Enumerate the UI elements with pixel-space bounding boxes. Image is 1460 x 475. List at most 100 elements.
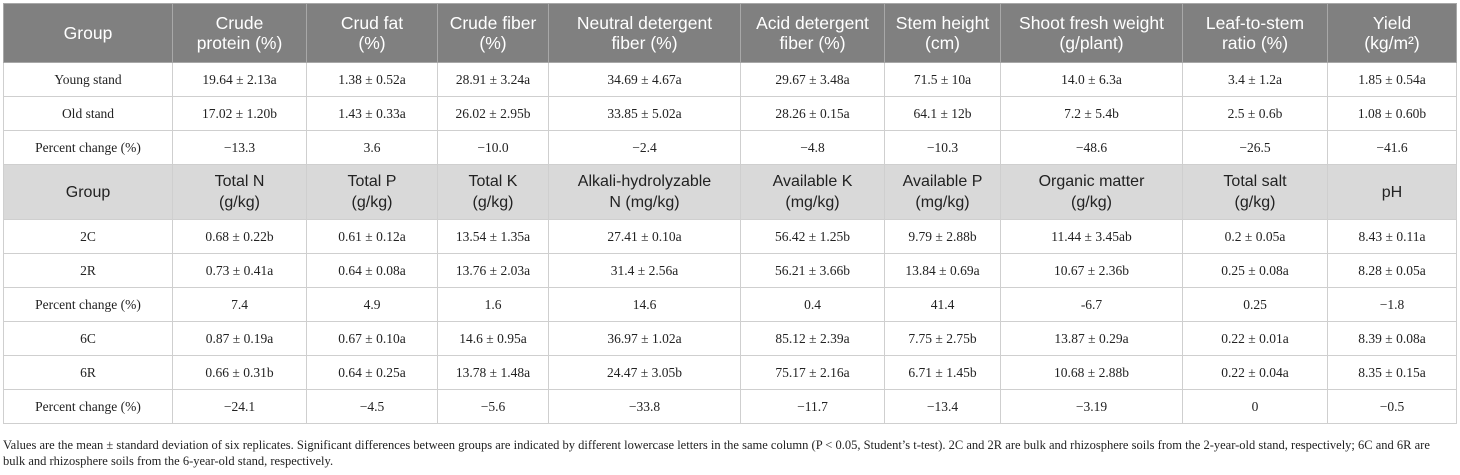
cell: 0 xyxy=(1182,389,1328,424)
cell: 0.64 ± 0.08a xyxy=(306,253,438,288)
header-line: Available K xyxy=(772,173,853,190)
cell: −3.19 xyxy=(1000,389,1183,424)
cell: 2.5 ± 0.6b xyxy=(1182,96,1328,131)
header-line: (g/plant) xyxy=(1059,33,1124,53)
cell: -6.7 xyxy=(1000,287,1183,322)
header-line: Total N xyxy=(214,173,265,190)
row-label: 2C xyxy=(3,219,173,254)
cell: 8.39 ± 0.08a xyxy=(1327,321,1457,356)
header-cell: Crude fiber (%) xyxy=(437,3,549,63)
header-line: Group xyxy=(63,23,113,43)
row-label: Young stand xyxy=(3,62,173,97)
body-row: Old stand 17.02 ± 1.20b 1.43 ± 0.33a 26.02 … xyxy=(3,96,1457,131)
header-line: Crud fat xyxy=(340,13,404,33)
header-line: (g/kg) xyxy=(219,194,260,211)
cell: 13.76 ± 2.03a xyxy=(437,253,549,288)
cell: 0.25 xyxy=(1182,287,1328,322)
header-line: Acid detergent xyxy=(756,13,869,33)
header-line: ratio (%) xyxy=(1221,33,1289,53)
cell: −0.5 xyxy=(1327,389,1457,424)
cell: 0.4 xyxy=(740,287,885,322)
cell: 85.12 ± 2.39a xyxy=(740,321,885,356)
row-label: Old stand xyxy=(3,96,173,131)
cell: 24.47 ± 3.05b xyxy=(548,355,741,390)
body-row: 2R 0.73 ± 0.41a 0.64 ± 0.08a 13.76 ± 2.03a 3… xyxy=(3,253,1457,288)
header-cell: Yield (kg/m²) xyxy=(1327,3,1457,63)
header-line: fiber (%) xyxy=(779,33,846,53)
cell: −41.6 xyxy=(1327,130,1457,165)
cell: 36.97 ± 1.02a xyxy=(548,321,741,356)
cell: 7.75 ± 2.75b xyxy=(884,321,1001,356)
cell: −1.8 xyxy=(1327,287,1457,322)
cell: 3.6 xyxy=(306,130,438,165)
row-label: 6R xyxy=(3,355,173,390)
cell: 0.25 ± 0.08a xyxy=(1182,253,1328,288)
body-row: 6C 0.87 ± 0.19a 0.67 ± 0.10a 14.6 ± 0.95a 36… xyxy=(3,321,1457,356)
cell: 1.38 ± 0.52a xyxy=(306,62,438,97)
cell: 8.43 ± 0.11a xyxy=(1327,219,1457,254)
cell: 0.68 ± 0.22b xyxy=(172,219,307,254)
cell: −5.6 xyxy=(437,389,549,424)
cell: 9.79 ± 2.88b xyxy=(884,219,1001,254)
cell: 0.2 ± 0.05a xyxy=(1182,219,1328,254)
cell: 41.4 xyxy=(884,287,1001,322)
cell: 8.28 ± 0.05a xyxy=(1327,253,1457,288)
header-line: Total P xyxy=(347,173,397,190)
header-line: (kg/m²) xyxy=(1364,33,1420,53)
body-row: 2C 0.68 ± 0.22b 0.61 ± 0.12a 13.54 ± 1.35a 2… xyxy=(3,219,1457,254)
header-cell: Stem height (cm) xyxy=(884,3,1001,63)
cell: 13.54 ± 1.35a xyxy=(437,219,549,254)
cell: −2.4 xyxy=(548,130,741,165)
cell: 0.73 ± 0.41a xyxy=(172,253,307,288)
cell: 13.87 ± 0.29a xyxy=(1000,321,1183,356)
header-cell: Available P (mg/kg) xyxy=(884,164,1001,220)
cell: 0.67 ± 0.10a xyxy=(306,321,438,356)
header-cell: Crude protein (%) xyxy=(172,3,307,63)
cell: 0.87 ± 0.19a xyxy=(172,321,307,356)
cell: 13.84 ± 0.69a xyxy=(884,253,1001,288)
header-line: Available P xyxy=(902,173,983,190)
header-cell: Total salt (g/kg) xyxy=(1182,164,1328,220)
cell: 27.41 ± 0.10a xyxy=(548,219,741,254)
cell: 1.43 ± 0.33a xyxy=(306,96,438,131)
header-cell: Total N (g/kg) xyxy=(172,164,307,220)
body-row: Young stand 19.64 ± 2.13a 1.38 ± 0.52a 28.9… xyxy=(3,62,1457,97)
cell: 1.85 ± 0.54a xyxy=(1327,62,1457,97)
header-cell: Neutral detergent fiber (%) xyxy=(548,3,741,63)
body-row: 6R 0.66 ± 0.31b 0.64 ± 0.25a 13.78 ± 1.48a 2… xyxy=(3,355,1457,390)
header-line: (g/kg) xyxy=(351,194,393,211)
cell: 1.6 xyxy=(437,287,549,322)
cell: 7.4 xyxy=(172,287,307,322)
cell: −10.3 xyxy=(884,130,1001,165)
header-line: Shoot fresh weight xyxy=(1019,13,1164,33)
cell: 1.08 ± 0.60b xyxy=(1327,96,1457,131)
header-line: (mg/kg) xyxy=(785,194,840,211)
header-cell: Leaf-to-stem ratio (%) xyxy=(1182,3,1328,63)
cell: 0.22 ± 0.04a xyxy=(1182,355,1328,390)
row-label: 2R xyxy=(3,253,173,288)
body-row: Percent change (%) −24.1 −4.5 −5.6 −33.8 −11.… xyxy=(3,389,1457,424)
cell: 56.42 ± 1.25b xyxy=(740,219,885,254)
cell: 71.5 ± 10a xyxy=(884,62,1001,97)
header-line: protein (%) xyxy=(196,33,283,53)
header-row: Group Total N (g/kg) Total P (g/kg) Total K (g… xyxy=(3,164,1457,220)
row-label: Percent change (%) xyxy=(3,389,173,424)
header-line: Total K xyxy=(468,173,518,190)
cell: 11.44 ± 3.45ab xyxy=(1000,219,1183,254)
cell: 0.61 ± 0.12a xyxy=(306,219,438,254)
cell: 33.85 ± 5.02a xyxy=(548,96,741,131)
cell: 64.1 ± 12b xyxy=(884,96,1001,131)
row-label: Percent change (%) xyxy=(3,130,173,165)
cell: 0.22 ± 0.01a xyxy=(1182,321,1328,356)
footnote: Values are the mean ± standard deviation… xyxy=(3,438,1430,468)
header-line: Crude xyxy=(215,13,264,33)
header-cell: Shoot fresh weight (g/plant) xyxy=(1000,3,1183,63)
header-cell: Available K (mg/kg) xyxy=(740,164,885,220)
cell: 0.64 ± 0.25a xyxy=(306,355,438,390)
header-line: Total salt xyxy=(1223,173,1287,190)
cell: 28.26 ± 0.15a xyxy=(740,96,885,131)
row-label: Percent change (%) xyxy=(3,287,173,322)
cell: −10.0 xyxy=(437,130,549,165)
cell: 14.6 xyxy=(548,287,741,322)
